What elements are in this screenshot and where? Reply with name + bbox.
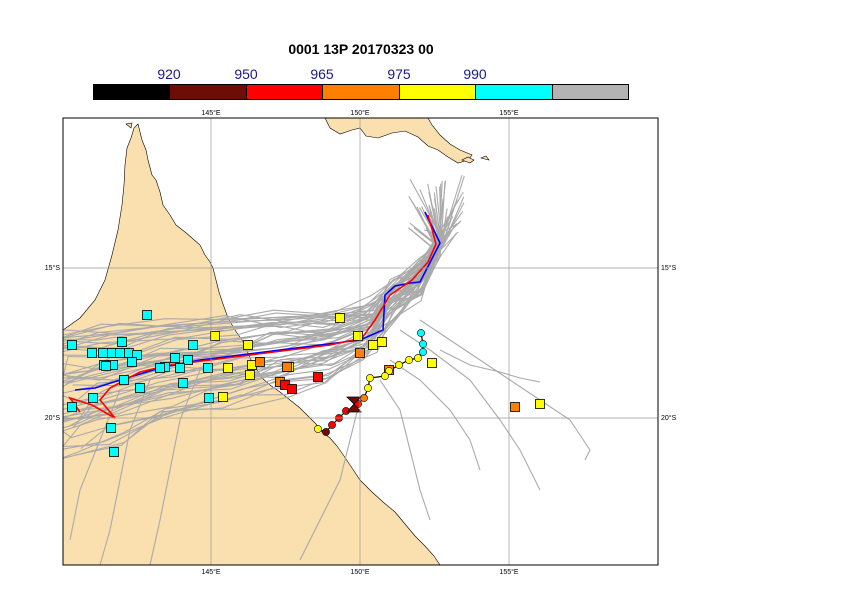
forecast-landfall-marker: [88, 393, 98, 403]
forecast-landfall-marker: [117, 337, 127, 347]
observed-position-marker: [314, 425, 322, 433]
forecast-landfall-marker: [135, 383, 145, 393]
colorbar-label-975: 975: [387, 66, 411, 82]
lon-tick-150-bottom: 150°E: [350, 568, 369, 576]
lat-tick-20s-left: 20°S: [45, 414, 61, 422]
forecast-landfall-marker: [155, 363, 165, 373]
lon-tick-145-bottom: 145°E: [201, 568, 220, 576]
forecast-landfall-marker: [427, 358, 437, 368]
colorbar-swatch: [552, 84, 629, 100]
ensemble-track: [389, 359, 481, 471]
forecast-landfall-marker: [377, 337, 387, 347]
forecast-landfall-marker: [368, 340, 378, 350]
forecast-landfall-marker: [101, 361, 111, 371]
australia-mainland: [63, 123, 441, 565]
observed-position-marker: [322, 428, 330, 436]
forecast-landfall-marker: [218, 392, 228, 402]
forecast-landfall-marker: [210, 331, 220, 341]
observed-position-marker: [395, 361, 403, 369]
ensemble-track: [63, 198, 441, 379]
forecast-landfall-marker: [223, 363, 233, 373]
forecast-landfall-marker: [67, 340, 77, 350]
forecast-landfall-marker: [106, 423, 116, 433]
forecast-landfall-marker: [188, 340, 198, 350]
current-position-icon: [346, 396, 362, 413]
position-markers: [67, 310, 545, 457]
forecast-landfall-marker: [535, 399, 545, 409]
observed-position-marker: [419, 340, 427, 348]
forecast-landfall-marker: [142, 310, 152, 320]
ensemble-track: [99, 379, 151, 565]
colorbar-label-990: 990: [463, 66, 487, 82]
lat-tick-20s-right: 20°S: [661, 414, 677, 422]
forecast-landfall-marker: [109, 447, 119, 457]
forecast-landfall-marker: [287, 384, 297, 394]
map-title: 0001 13P 20170323 00: [288, 41, 434, 57]
island: [125, 122, 133, 129]
forecast-landfall-marker: [335, 313, 345, 323]
ensemble-track: [63, 222, 441, 384]
observed-position-marker: [419, 348, 427, 356]
forecast-landfall-marker: [204, 393, 214, 403]
ensemble-track: [63, 227, 440, 423]
observed-position-marker: [414, 354, 422, 362]
ensemble-track: [63, 181, 446, 459]
new-guinea-coast: [324, 118, 473, 164]
forecast-landfall-marker: [353, 331, 363, 341]
forecast-landfall-marker: [255, 357, 265, 367]
observed-position-marker: [364, 384, 372, 392]
forecast-landfall-marker: [87, 348, 97, 358]
island: [461, 156, 475, 164]
observed-position-marker: [405, 356, 413, 364]
ensemble-track: [63, 206, 440, 406]
ensemble-track: [63, 191, 464, 353]
forecast-landfall-marker: [119, 375, 129, 385]
ensemble-track: [299, 399, 361, 561]
forecast-landfall-marker: [282, 362, 292, 372]
lon-tick-145-top: 145°E: [201, 109, 220, 117]
forecast-landfall-marker: [243, 340, 253, 350]
lon-tick-150-top: 150°E: [350, 109, 369, 117]
graticule: [63, 118, 658, 565]
forecast-landfall-marker: [98, 348, 108, 358]
forecast-landfall-marker: [127, 357, 137, 367]
observed-position-marker: [381, 372, 389, 380]
forecast-landfall-marker: [313, 372, 323, 382]
forecast-landfall-marker: [510, 402, 520, 412]
colorbar-label-950: 950: [234, 66, 258, 82]
observed-position-marker: [366, 374, 374, 382]
observed-position-marker: [360, 394, 368, 402]
map-frame: [62, 117, 659, 566]
forecast-landfall-marker: [245, 370, 255, 380]
forecast-landfall-marker: [132, 350, 142, 360]
ensemble-track: [419, 319, 591, 461]
ensemble-track: [379, 379, 431, 521]
colorbar-label-920: 920: [157, 66, 181, 82]
island: [480, 155, 490, 161]
forecast-landfall-marker: [115, 348, 125, 358]
ensemble-track: [439, 349, 541, 383]
observed-position-marker: [328, 421, 336, 429]
forecast-landfall-marker: [170, 353, 180, 363]
lat-tick-15s-right: 15°S: [661, 264, 677, 272]
forecast-landfall-marker: [178, 378, 188, 388]
lon-tick-155-top: 155°E: [499, 109, 518, 117]
ensemble-track: [149, 369, 201, 565]
lat-tick-15s-left: 15°S: [45, 264, 61, 272]
forecast-landfall-marker: [67, 402, 77, 412]
forecast-landfall-marker: [203, 363, 213, 373]
forecast-landfall-marker: [175, 363, 185, 373]
lon-tick-155-bottom: 155°E: [499, 568, 518, 576]
forecast-landfall-marker: [183, 355, 193, 365]
observed-position-marker: [417, 329, 425, 337]
colorbar-label-965: 965: [310, 66, 334, 82]
